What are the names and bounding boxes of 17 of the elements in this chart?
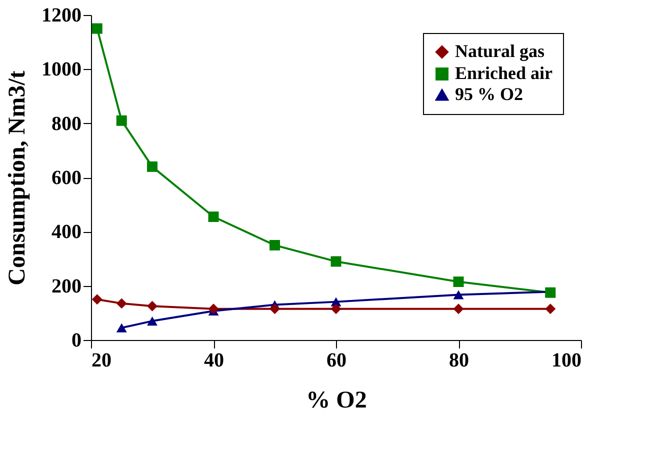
y-tick-label: 600	[52, 167, 82, 189]
y-tick-label: 200	[52, 275, 82, 298]
y-tick-label: 800	[52, 112, 82, 135]
x-tick-label: 80	[449, 350, 469, 372]
x-tick-label: 60	[326, 350, 346, 372]
x-tick-label: 20	[92, 350, 112, 372]
legend-label: Enriched air	[455, 63, 553, 83]
x-tick-label: 40	[204, 350, 224, 372]
legend-label: Natural gas	[455, 41, 544, 61]
y-tick-label: 1000	[42, 58, 82, 81]
y-tick-label: 1200	[42, 4, 82, 26]
y-tick-label: 400	[52, 221, 82, 244]
x-axis-title: % O2	[306, 388, 367, 414]
y-axis-title: Consumption, Nm3/t	[4, 70, 30, 286]
legend-label: 95 % O2	[455, 84, 524, 104]
x-tick-label: 100	[552, 350, 582, 372]
y-tick-label: 0	[72, 330, 82, 352]
